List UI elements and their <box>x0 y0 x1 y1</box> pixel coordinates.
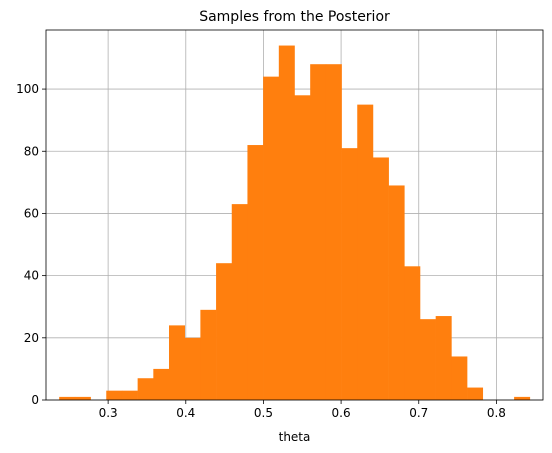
y-tick-label: 40 <box>24 269 39 283</box>
histogram-bar <box>106 390 123 400</box>
histogram-bar <box>231 204 248 400</box>
histogram-bar <box>247 145 264 400</box>
histogram-bar <box>325 64 342 400</box>
histogram-bar <box>341 148 358 400</box>
histogram-bar <box>388 185 405 400</box>
histogram-bar <box>451 356 468 400</box>
histogram-bar <box>59 396 76 400</box>
x-axis-label: theta <box>279 430 311 444</box>
histogram-bar <box>435 316 452 400</box>
histogram-bar <box>74 396 91 400</box>
histogram-bar <box>216 263 233 400</box>
y-tick-label: 0 <box>31 393 39 407</box>
histogram-bar <box>514 396 531 400</box>
histogram-bar <box>263 76 280 400</box>
x-tick-label: 0.5 <box>254 406 273 420</box>
y-tick-label: 60 <box>24 206 39 220</box>
plot-frame <box>45 29 544 401</box>
histogram-bar <box>357 104 374 400</box>
y-axis: 0 20 40 60 80 100 <box>16 82 46 407</box>
y-tick-label: 80 <box>24 144 39 158</box>
y-tick-label: 100 <box>16 82 39 96</box>
histogram-bar <box>310 64 327 400</box>
histogram-bar <box>278 45 295 401</box>
chart-title: Samples from the Posterior <box>199 9 390 25</box>
histogram-bar <box>184 337 201 400</box>
x-tick-label: 0.6 <box>332 406 351 420</box>
histogram-bars <box>59 45 531 401</box>
x-tick-label: 0.7 <box>409 406 428 420</box>
y-tick-label: 20 <box>24 331 39 345</box>
histogram-bar <box>137 378 154 400</box>
histogram-bar <box>294 95 311 400</box>
histogram-bar <box>200 309 217 400</box>
histogram-bar <box>153 368 170 400</box>
x-tick-label: 0.3 <box>99 406 118 420</box>
histogram-bar <box>404 266 421 400</box>
x-tick-label: 0.4 <box>176 406 195 420</box>
histogram-bar <box>169 325 185 400</box>
histogram-bar <box>121 390 138 400</box>
histogram-bar <box>467 387 484 400</box>
x-tick-label: 0.8 <box>487 406 506 420</box>
x-axis: 0.3 0.4 0.5 0.6 0.7 0.8 <box>99 400 506 420</box>
histogram-bar <box>372 157 389 400</box>
histogram-bar <box>419 319 436 400</box>
